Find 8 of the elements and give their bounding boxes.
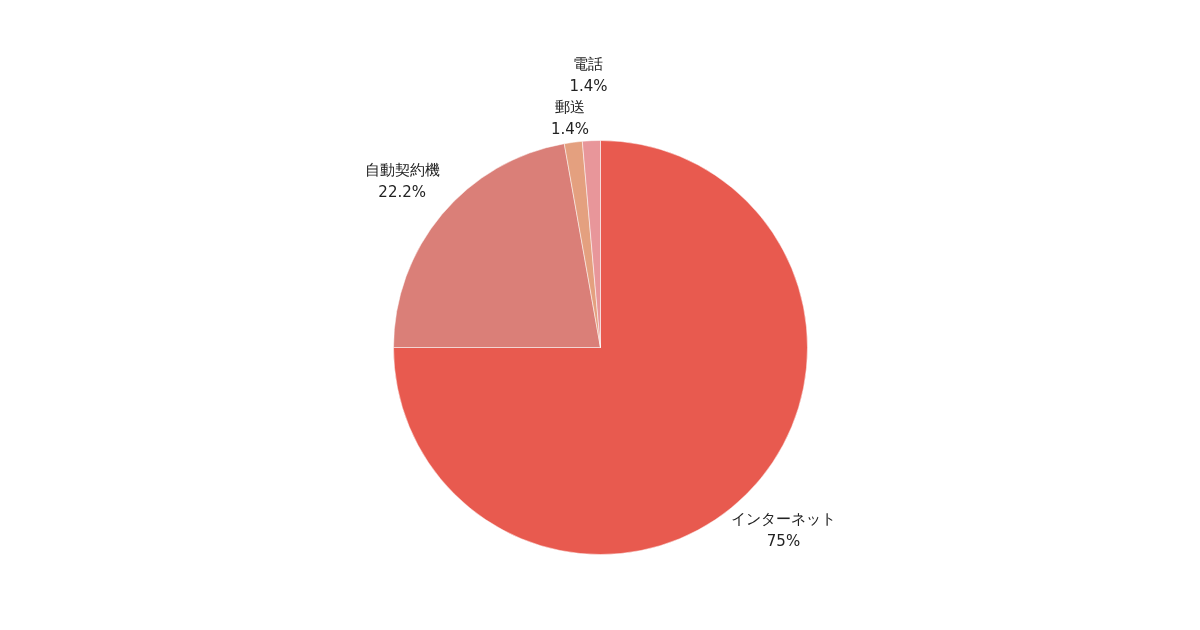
slice-label: 電話 [573, 54, 604, 73]
data-label: 1.4% [550, 119, 590, 138]
slice-label: 自動契約機 [364, 161, 440, 180]
data-label: 1.4% [569, 76, 608, 95]
data-label: 75% [766, 532, 801, 551]
data-label: 22.2% [378, 183, 426, 202]
slice-label: 郵送 [555, 97, 585, 116]
slice-label: インターネット [730, 510, 836, 529]
